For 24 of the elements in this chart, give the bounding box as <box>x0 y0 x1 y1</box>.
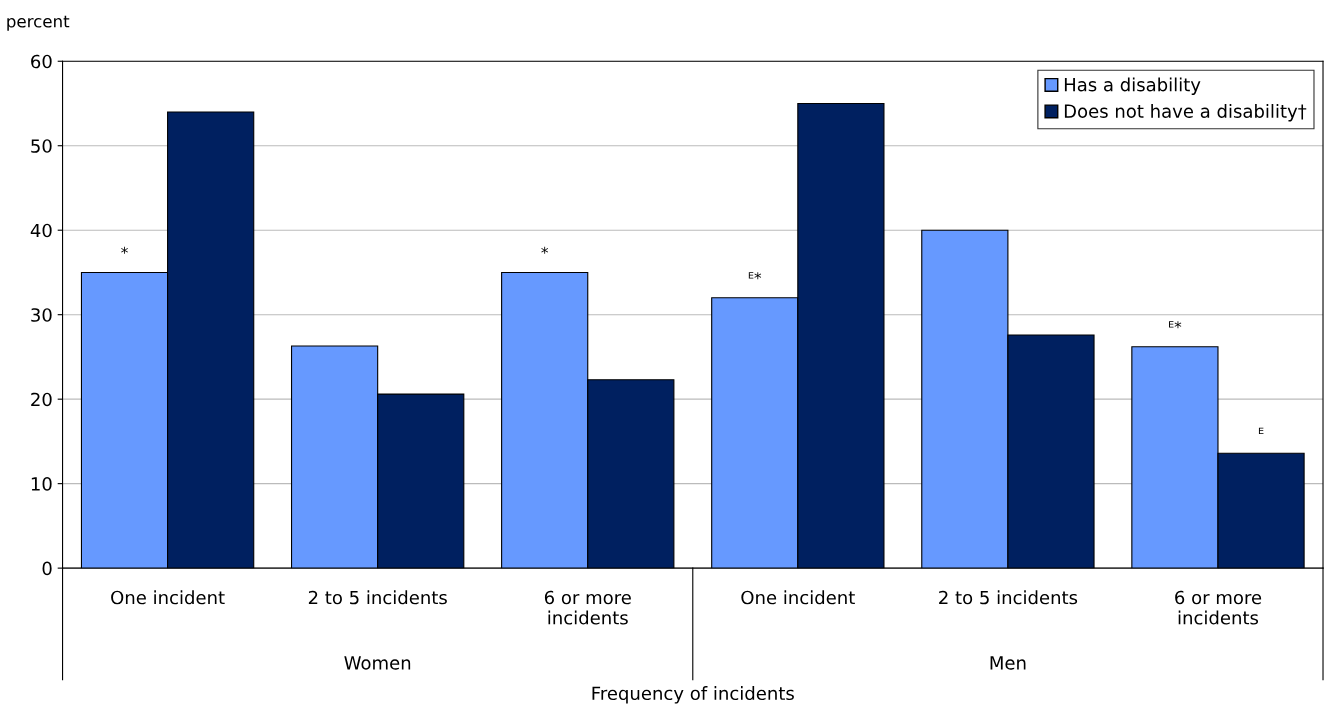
x-tick-label: 2 to 5 incidents <box>308 590 447 605</box>
data-label: ᴱ* <box>1169 321 1182 329</box>
y-tick-label: 0 <box>42 561 52 576</box>
legend-label: Has a disability <box>1064 77 1201 95</box>
x-tick-label: 6 or more incidents <box>544 590 631 625</box>
data-label: * <box>121 246 128 254</box>
y-tick-label: 30 <box>31 308 52 322</box>
y-tick-label: 50 <box>31 139 52 153</box>
text: Women <box>344 656 411 670</box>
data-label: ᴱ* <box>748 272 762 280</box>
legend-label: Does not have a disability† <box>1064 104 1307 122</box>
x-tick-label: 6 or more incidents <box>1175 590 1262 625</box>
y-tick-label: 40 <box>30 223 52 238</box>
y-tick-label: 20 <box>31 392 52 407</box>
data-label: * <box>541 246 549 254</box>
text: Men <box>990 656 1026 670</box>
data-label: ᴱ <box>1258 427 1264 434</box>
y-tick-label: 10 <box>31 477 52 491</box>
y-tick-label: 60 <box>31 54 52 69</box>
x-tick-label: 2 to 5 incidents <box>939 590 1078 605</box>
x-tick-label: One incident <box>111 590 225 605</box>
y-axis-title: percent <box>7 15 70 31</box>
x-tick-label: One incident <box>741 590 855 605</box>
x-axis-title: Frequency of incidents <box>592 686 794 704</box>
